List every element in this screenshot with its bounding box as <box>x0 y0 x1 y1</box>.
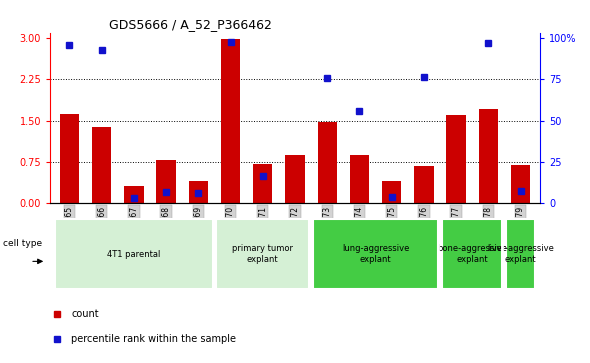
Text: GDS5666 / A_52_P366462: GDS5666 / A_52_P366462 <box>109 19 272 32</box>
Bar <box>382 181 401 203</box>
Bar <box>92 127 112 203</box>
Text: 4T1 parental: 4T1 parental <box>107 250 160 258</box>
Bar <box>350 155 369 203</box>
Bar <box>478 109 498 203</box>
Bar <box>313 219 438 289</box>
Bar <box>55 219 212 289</box>
Bar <box>414 166 434 203</box>
Bar <box>506 219 535 289</box>
Bar <box>156 160 176 203</box>
Bar <box>221 39 240 203</box>
Text: percentile rank within the sample: percentile rank within the sample <box>71 334 237 344</box>
Bar <box>317 122 337 203</box>
Bar <box>253 164 273 203</box>
Bar <box>442 219 503 289</box>
Text: count: count <box>71 309 99 319</box>
Bar <box>217 219 309 289</box>
Bar <box>511 165 530 203</box>
Text: bone-aggressive
explant: bone-aggressive explant <box>437 244 507 264</box>
Bar <box>447 115 466 203</box>
Bar <box>286 155 304 203</box>
Bar <box>60 114 79 203</box>
Text: cell type: cell type <box>2 239 42 248</box>
Bar <box>189 181 208 203</box>
Text: liver-aggressive
explant: liver-aggressive explant <box>487 244 554 264</box>
Bar <box>124 185 143 203</box>
Text: lung-aggressive
explant: lung-aggressive explant <box>342 244 409 264</box>
Text: primary tumor
explant: primary tumor explant <box>232 244 293 264</box>
